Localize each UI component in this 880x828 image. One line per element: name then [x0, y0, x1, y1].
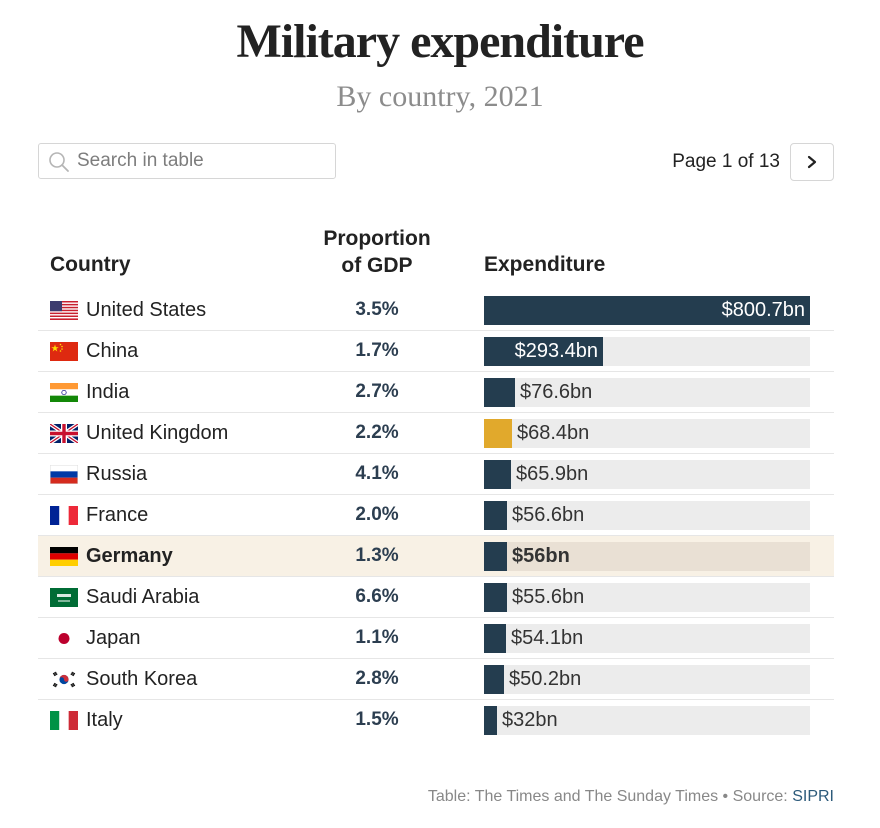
expenditure-track: $56bn	[484, 542, 810, 571]
table-row: United States 3.5% $800.7bn	[38, 290, 834, 331]
proportion-value: 1.1%	[355, 627, 399, 648]
page-title: Military expenditure	[236, 15, 644, 68]
flag-kr-icon	[50, 670, 78, 689]
expenditure-label: $800.7bn	[721, 299, 805, 321]
expenditure-track: $50.2bn	[484, 665, 810, 694]
expenditure-label: $50.2bn	[509, 668, 582, 690]
country-name: United Kingdom	[86, 422, 229, 444]
expenditure-label: $55.6bn	[512, 586, 585, 608]
table-row: China 1.7% $293.4bn	[38, 331, 834, 372]
expenditure-label: $32bn	[502, 709, 558, 731]
country-name: South Korea	[86, 668, 198, 690]
expenditure-track: $55.6bn	[484, 583, 810, 612]
expenditure-bar	[484, 665, 504, 694]
search-input[interactable]	[77, 144, 327, 178]
expenditure-track: $54.1bn	[484, 624, 810, 653]
expenditure-track: $76.6bn	[484, 378, 810, 407]
flag-de-icon	[50, 547, 78, 566]
country-name: Germany	[86, 545, 173, 567]
country-name: China	[86, 340, 139, 362]
expenditure-label: $68.4bn	[517, 422, 590, 444]
expenditure-bar	[484, 337, 603, 366]
proportion-value: 2.2%	[355, 422, 399, 443]
chevron-right-icon	[807, 155, 817, 169]
country-name: India	[86, 381, 130, 403]
expenditure-bar	[484, 542, 507, 571]
table-row: Italy 1.5% $32bn	[38, 700, 834, 741]
proportion-value: 3.5%	[355, 299, 399, 320]
expenditure-bar	[484, 501, 507, 530]
column-header-expenditure[interactable]: Expenditure	[484, 253, 606, 276]
table-row: South Korea 2.8% $50.2bn	[38, 659, 834, 700]
footer-credit-text: Table: The Times and The Sunday Times	[427, 788, 719, 805]
expenditure-bar	[484, 378, 515, 407]
expenditure-track: $65.9bn	[484, 460, 810, 489]
expenditure-bar	[484, 419, 512, 448]
table-row: Saudi Arabia 6.6% $55.6bn	[38, 577, 834, 618]
expenditure-label: $56bn	[512, 545, 570, 567]
flag-sa-icon	[50, 588, 78, 607]
proportion-value: 1.5%	[355, 709, 399, 730]
proportion-value: 2.0%	[355, 504, 399, 525]
footer-source-label: Source:	[732, 788, 788, 805]
country-name: France	[86, 504, 149, 526]
expenditure-track: $293.4bn	[484, 337, 810, 366]
table-body: United States 3.5% $800.7bn China 1.7% $293.4…	[38, 290, 834, 741]
expenditure-label: $54.1bn	[511, 627, 584, 649]
flag-cn-icon	[50, 342, 78, 361]
search-box[interactable]	[38, 143, 336, 179]
proportion-value: 1.7%	[355, 340, 399, 361]
table-row: United Kingdom 2.2% $68.4bn	[38, 413, 834, 454]
expenditure-track: $68.4bn	[484, 419, 810, 448]
expenditure-track: $56.6bn	[484, 501, 810, 530]
table-row: Japan 1.1% $54.1bn	[38, 618, 834, 659]
flag-gb-icon	[50, 424, 78, 443]
expenditure-bar	[484, 624, 506, 653]
flag-in-icon	[50, 383, 78, 402]
country-name: Japan	[86, 627, 141, 649]
column-header-proportion[interactable]: Proportion of GDP	[323, 227, 431, 277]
proportion-value: 2.8%	[355, 668, 399, 689]
expenditure-bar	[484, 296, 810, 325]
proportion-value: 4.1%	[355, 463, 399, 484]
table-row: France 2.0% $56.6bn	[38, 495, 834, 536]
table-row: Russia 4.1% $65.9bn	[38, 454, 834, 495]
country-name: Saudi Arabia	[86, 586, 200, 608]
table-row: Germany 1.3% $56bn	[38, 536, 834, 577]
search-icon	[49, 152, 69, 172]
footer-separator: •	[722, 788, 729, 805]
expenditure-bar	[484, 706, 497, 735]
flag-us-icon	[50, 301, 78, 320]
next-page-button[interactable]	[790, 143, 834, 181]
table-row: India 2.7% $76.6bn	[38, 372, 834, 413]
proportion-value: 6.6%	[355, 586, 399, 607]
expenditure-bar	[484, 583, 507, 612]
expenditure-track: $32bn	[484, 706, 810, 735]
expenditure-label: $56.6bn	[512, 504, 585, 526]
expenditure-track: $800.7bn	[484, 296, 810, 325]
country-name: United States	[86, 299, 207, 321]
proportion-value: 2.7%	[355, 381, 399, 402]
source-link[interactable]: SIPRI	[792, 788, 834, 805]
expenditure-bar	[484, 460, 511, 489]
flag-it-icon	[50, 711, 78, 730]
flag-jp-icon	[50, 629, 78, 648]
expenditure-label: $293.4bn	[514, 340, 598, 362]
footer-credit: Table: The Times and The Sunday Times • …	[428, 788, 834, 806]
column-header-country[interactable]: Country	[50, 253, 131, 276]
page-subtitle: By country, 2021	[336, 80, 544, 113]
proportion-value: 1.3%	[355, 545, 399, 566]
flag-fr-icon	[50, 506, 78, 525]
country-name: Italy	[86, 709, 123, 731]
pagination-label: Page 1 of 13	[672, 151, 780, 172]
expenditure-label: $65.9bn	[516, 463, 589, 485]
flag-ru-icon	[50, 465, 78, 484]
expenditure-label: $76.6bn	[520, 381, 593, 403]
country-name: Russia	[86, 463, 148, 485]
